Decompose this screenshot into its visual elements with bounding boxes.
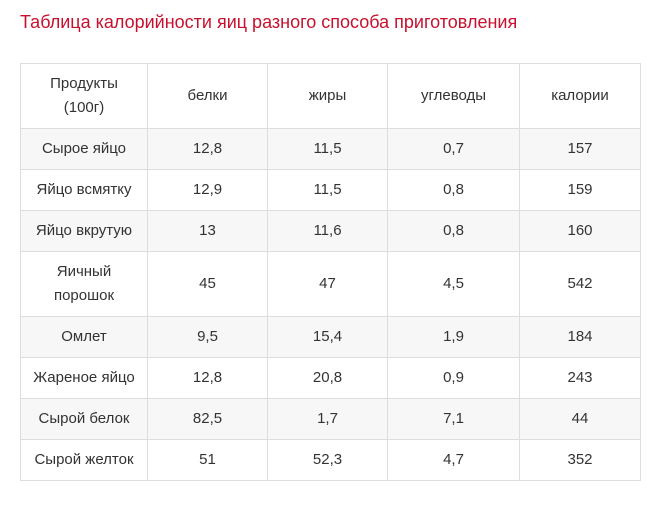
calories-cell: 542 <box>519 251 641 317</box>
carbs-cell: 4,5 <box>387 251 520 317</box>
carbs-cell: 1,9 <box>387 316 520 358</box>
protein-cell: 51 <box>147 439 268 481</box>
product-cell: Жареное яйцо <box>20 357 148 399</box>
product-cell: Сырой желток <box>20 439 148 481</box>
product-cell: Яйцо всмятку <box>20 169 148 211</box>
protein-cell: 13 <box>147 210 268 252</box>
table-row: Сырой белок 82,5 1,7 7,1 44 <box>20 398 641 440</box>
header-cell-carbs: углеводы <box>387 63 520 129</box>
table-row: Яйцо вкрутую 13 11,6 0,8 160 <box>20 210 641 252</box>
fat-cell: 20,8 <box>267 357 388 399</box>
table-row: Сырое яйцо 12,8 11,5 0,7 157 <box>20 128 641 170</box>
calories-cell: 243 <box>519 357 641 399</box>
product-cell: Сырое яйцо <box>20 128 148 170</box>
protein-cell: 9,5 <box>147 316 268 358</box>
product-cell: Яйцо вкрутую <box>20 210 148 252</box>
header-cell-fat: жиры <box>267 63 388 129</box>
fat-cell: 15,4 <box>267 316 388 358</box>
table-row: Жареное яйцо 12,8 20,8 0,9 243 <box>20 357 641 399</box>
header-cell-products: Продукты (100г) <box>20 63 148 129</box>
fat-cell: 11,5 <box>267 128 388 170</box>
calories-cell: 157 <box>519 128 641 170</box>
protein-cell: 45 <box>147 251 268 317</box>
product-cell: Омлет <box>20 316 148 358</box>
header-cell-protein: белки <box>147 63 268 129</box>
carbs-cell: 4,7 <box>387 439 520 481</box>
fat-cell: 52,3 <box>267 439 388 481</box>
protein-cell: 82,5 <box>147 398 268 440</box>
calories-cell: 44 <box>519 398 641 440</box>
calories-cell: 159 <box>519 169 641 211</box>
protein-cell: 12,9 <box>147 169 268 211</box>
table-row: Омлет 9,5 15,4 1,9 184 <box>20 316 641 358</box>
fat-cell: 1,7 <box>267 398 388 440</box>
fat-cell: 47 <box>267 251 388 317</box>
calorie-table: Продукты (100г) белки жиры углеводы кало… <box>20 63 641 481</box>
table-row: Яйцо всмятку 12,9 11,5 0,8 159 <box>20 169 641 211</box>
carbs-cell: 7,1 <box>387 398 520 440</box>
table-header-row: Продукты (100г) белки жиры углеводы кало… <box>20 63 641 129</box>
carbs-cell: 0,7 <box>387 128 520 170</box>
fat-cell: 11,6 <box>267 210 388 252</box>
fat-cell: 11,5 <box>267 169 388 211</box>
protein-cell: 12,8 <box>147 357 268 399</box>
product-cell: Сырой белок <box>20 398 148 440</box>
carbs-cell: 0,8 <box>387 210 520 252</box>
page-title: Таблица калорийности яиц разного способа… <box>20 12 518 32</box>
product-cell: Яичный порошок <box>20 251 148 317</box>
calories-cell: 184 <box>519 316 641 358</box>
carbs-cell: 0,9 <box>387 357 520 399</box>
carbs-cell: 0,8 <box>387 169 520 211</box>
table-row: Яичный порошок 45 47 4,5 542 <box>20 251 641 317</box>
calories-cell: 160 <box>519 210 641 252</box>
header-cell-calories: калории <box>519 63 641 129</box>
protein-cell: 12,8 <box>147 128 268 170</box>
table-row: Сырой желток 51 52,3 4,7 352 <box>20 439 641 481</box>
calories-cell: 352 <box>519 439 641 481</box>
